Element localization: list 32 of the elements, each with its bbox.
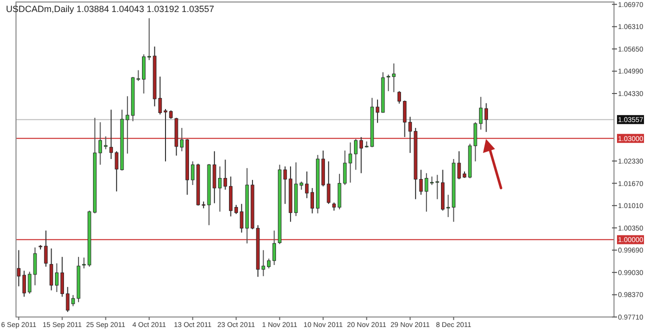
- candlestick: [147, 18, 151, 61]
- candlestick: [104, 136, 108, 150]
- candlestick: [386, 74, 390, 92]
- candlestick: [22, 270, 26, 298]
- candlestick: [136, 70, 140, 82]
- candlestick: [326, 160, 330, 204]
- chart-title: USDCADm,Daily 1.03884 1.04043 1.03192 1.03557: [6, 4, 214, 14]
- candlestick: [484, 102, 488, 132]
- candlestick: [234, 204, 238, 215]
- candlestick: [180, 127, 184, 152]
- candlestick: [66, 286, 70, 312]
- candlestick: [267, 258, 271, 269]
- candlestick: [398, 90, 402, 104]
- candlestick: [310, 188, 314, 214]
- candlestick: [272, 230, 276, 266]
- candlestick: [50, 248, 54, 291]
- candlestick: [98, 122, 102, 166]
- candlestick: [16, 250, 20, 287]
- candlestick: [305, 170, 309, 199]
- candlestick: [402, 100, 406, 138]
- candlestick: [392, 62, 396, 93]
- candlestick: [446, 194, 450, 218]
- candlestick: [354, 138, 358, 170]
- candlestick: [60, 256, 64, 298]
- candlestick: [142, 54, 146, 94]
- candlestick: [190, 160, 194, 186]
- candlestick: [348, 142, 352, 184]
- candlestick: [55, 262, 59, 293]
- candlestick: [359, 136, 363, 174]
- candlestick: [262, 250, 266, 277]
- candlestick: [479, 96, 483, 130]
- candlestick: [224, 159, 228, 190]
